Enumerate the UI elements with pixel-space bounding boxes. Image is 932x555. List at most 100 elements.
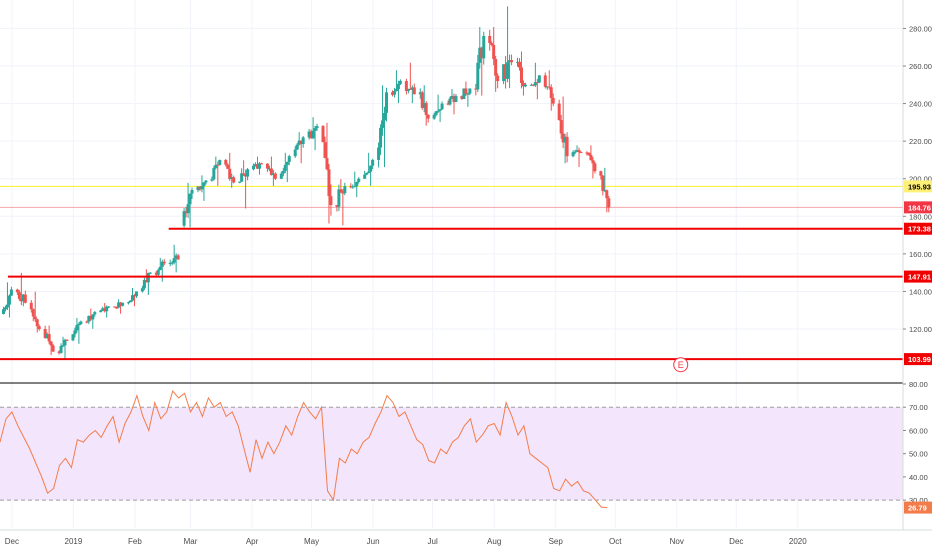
- candle-body: [325, 158, 329, 170]
- candle-body: [295, 144, 299, 150]
- candle-body: [228, 168, 232, 179]
- candle-body: [119, 302, 123, 306]
- candle-body: [29, 302, 33, 310]
- price-label-box: [904, 201, 932, 214]
- candle-body: [5, 304, 9, 308]
- candle-body: [551, 97, 555, 104]
- candle-body: [252, 165, 256, 170]
- rsi-tick-label: 30.00: [909, 496, 928, 505]
- candle-body: [367, 171, 371, 173]
- candle-body: [392, 91, 396, 95]
- candle-body: [506, 62, 510, 79]
- candle-body: [466, 93, 470, 95]
- candle-body: [57, 351, 61, 353]
- candle-body: [17, 292, 21, 299]
- candle-body: [196, 186, 200, 190]
- candle-body: [341, 192, 345, 194]
- candle-body: [134, 291, 138, 297]
- candle-body: [517, 61, 521, 68]
- candle-body: [480, 47, 484, 59]
- candle-body: [394, 89, 398, 92]
- candle-body: [438, 109, 442, 111]
- candle-body: [603, 190, 607, 192]
- level-label: 103.99: [908, 355, 931, 364]
- candle-body: [383, 112, 387, 121]
- y-tick-label: 280.00: [909, 24, 932, 33]
- candle-body: [105, 306, 109, 312]
- candle-body: [563, 136, 567, 143]
- candle-body: [523, 84, 527, 87]
- candle-body: [593, 163, 597, 172]
- candle-body: [148, 272, 152, 274]
- candle-body: [204, 180, 208, 183]
- candle-body: [158, 266, 162, 270]
- y-tick-label: 260.00: [909, 62, 932, 71]
- candle-body: [462, 88, 466, 99]
- candle-body: [226, 164, 230, 169]
- candle-body: [87, 316, 91, 322]
- candle-body: [426, 114, 430, 119]
- candle-body: [269, 168, 273, 176]
- earnings-event-label: E: [678, 360, 684, 370]
- candle-body: [293, 149, 297, 157]
- x-tick-label: May: [304, 537, 319, 546]
- candle-body: [543, 75, 547, 87]
- candle-body: [381, 120, 385, 128]
- candle-body: [63, 339, 67, 346]
- candle-body: [170, 262, 174, 264]
- candle-body: [549, 87, 553, 98]
- candle-body: [494, 58, 498, 76]
- candle-body: [230, 177, 234, 179]
- candle-body: [502, 64, 506, 82]
- candle-body: [363, 174, 367, 179]
- candle-body: [19, 298, 23, 302]
- level-label-box: [904, 353, 932, 366]
- candle-body: [510, 60, 514, 63]
- candle-body: [258, 163, 261, 169]
- x-tick-label: Aug: [487, 537, 501, 546]
- candle-body: [127, 302, 131, 304]
- candle-body: [35, 319, 39, 327]
- earnings-event-icon[interactable]: [673, 357, 689, 373]
- candle-body: [240, 173, 244, 182]
- candle-body: [474, 88, 478, 90]
- rsi-tick-label: 50.00: [909, 450, 928, 459]
- candle-body: [140, 288, 144, 292]
- candle-body: [301, 137, 305, 145]
- candle-body: [285, 161, 289, 165]
- candle-body: [51, 345, 55, 352]
- rsi-tick-label: 80.00: [909, 380, 928, 389]
- candle-body: [45, 334, 49, 338]
- candle-body: [101, 308, 105, 311]
- candle-body: [516, 61, 519, 63]
- candle-body: [85, 321, 89, 323]
- candle-body: [184, 211, 188, 214]
- level-label-box: [904, 270, 932, 283]
- candle-body: [424, 102, 428, 115]
- candle-body: [488, 35, 492, 44]
- candle-body: [132, 295, 136, 297]
- candle-body: [79, 321, 83, 324]
- candle-body: [377, 147, 381, 160]
- y-tick-label: 140.00: [909, 287, 932, 296]
- candle-body: [571, 152, 575, 157]
- candle-body: [440, 103, 444, 110]
- candle-body: [357, 178, 361, 182]
- y-tick-label: 220.00: [909, 137, 932, 146]
- candle-body: [202, 182, 206, 187]
- x-tick-label: Apr: [246, 537, 259, 546]
- candle-body: [182, 211, 186, 226]
- candle-body: [154, 272, 158, 275]
- candle-body: [577, 150, 581, 153]
- candle-body: [559, 120, 563, 134]
- candle-body: [412, 87, 416, 95]
- candle-body: [232, 177, 236, 183]
- candle-body: [21, 294, 25, 302]
- candle-body: [521, 82, 525, 87]
- x-tick-label: Jul: [428, 537, 438, 546]
- candle-body: [327, 169, 331, 197]
- candle-body: [343, 186, 347, 194]
- candle-body: [599, 171, 603, 176]
